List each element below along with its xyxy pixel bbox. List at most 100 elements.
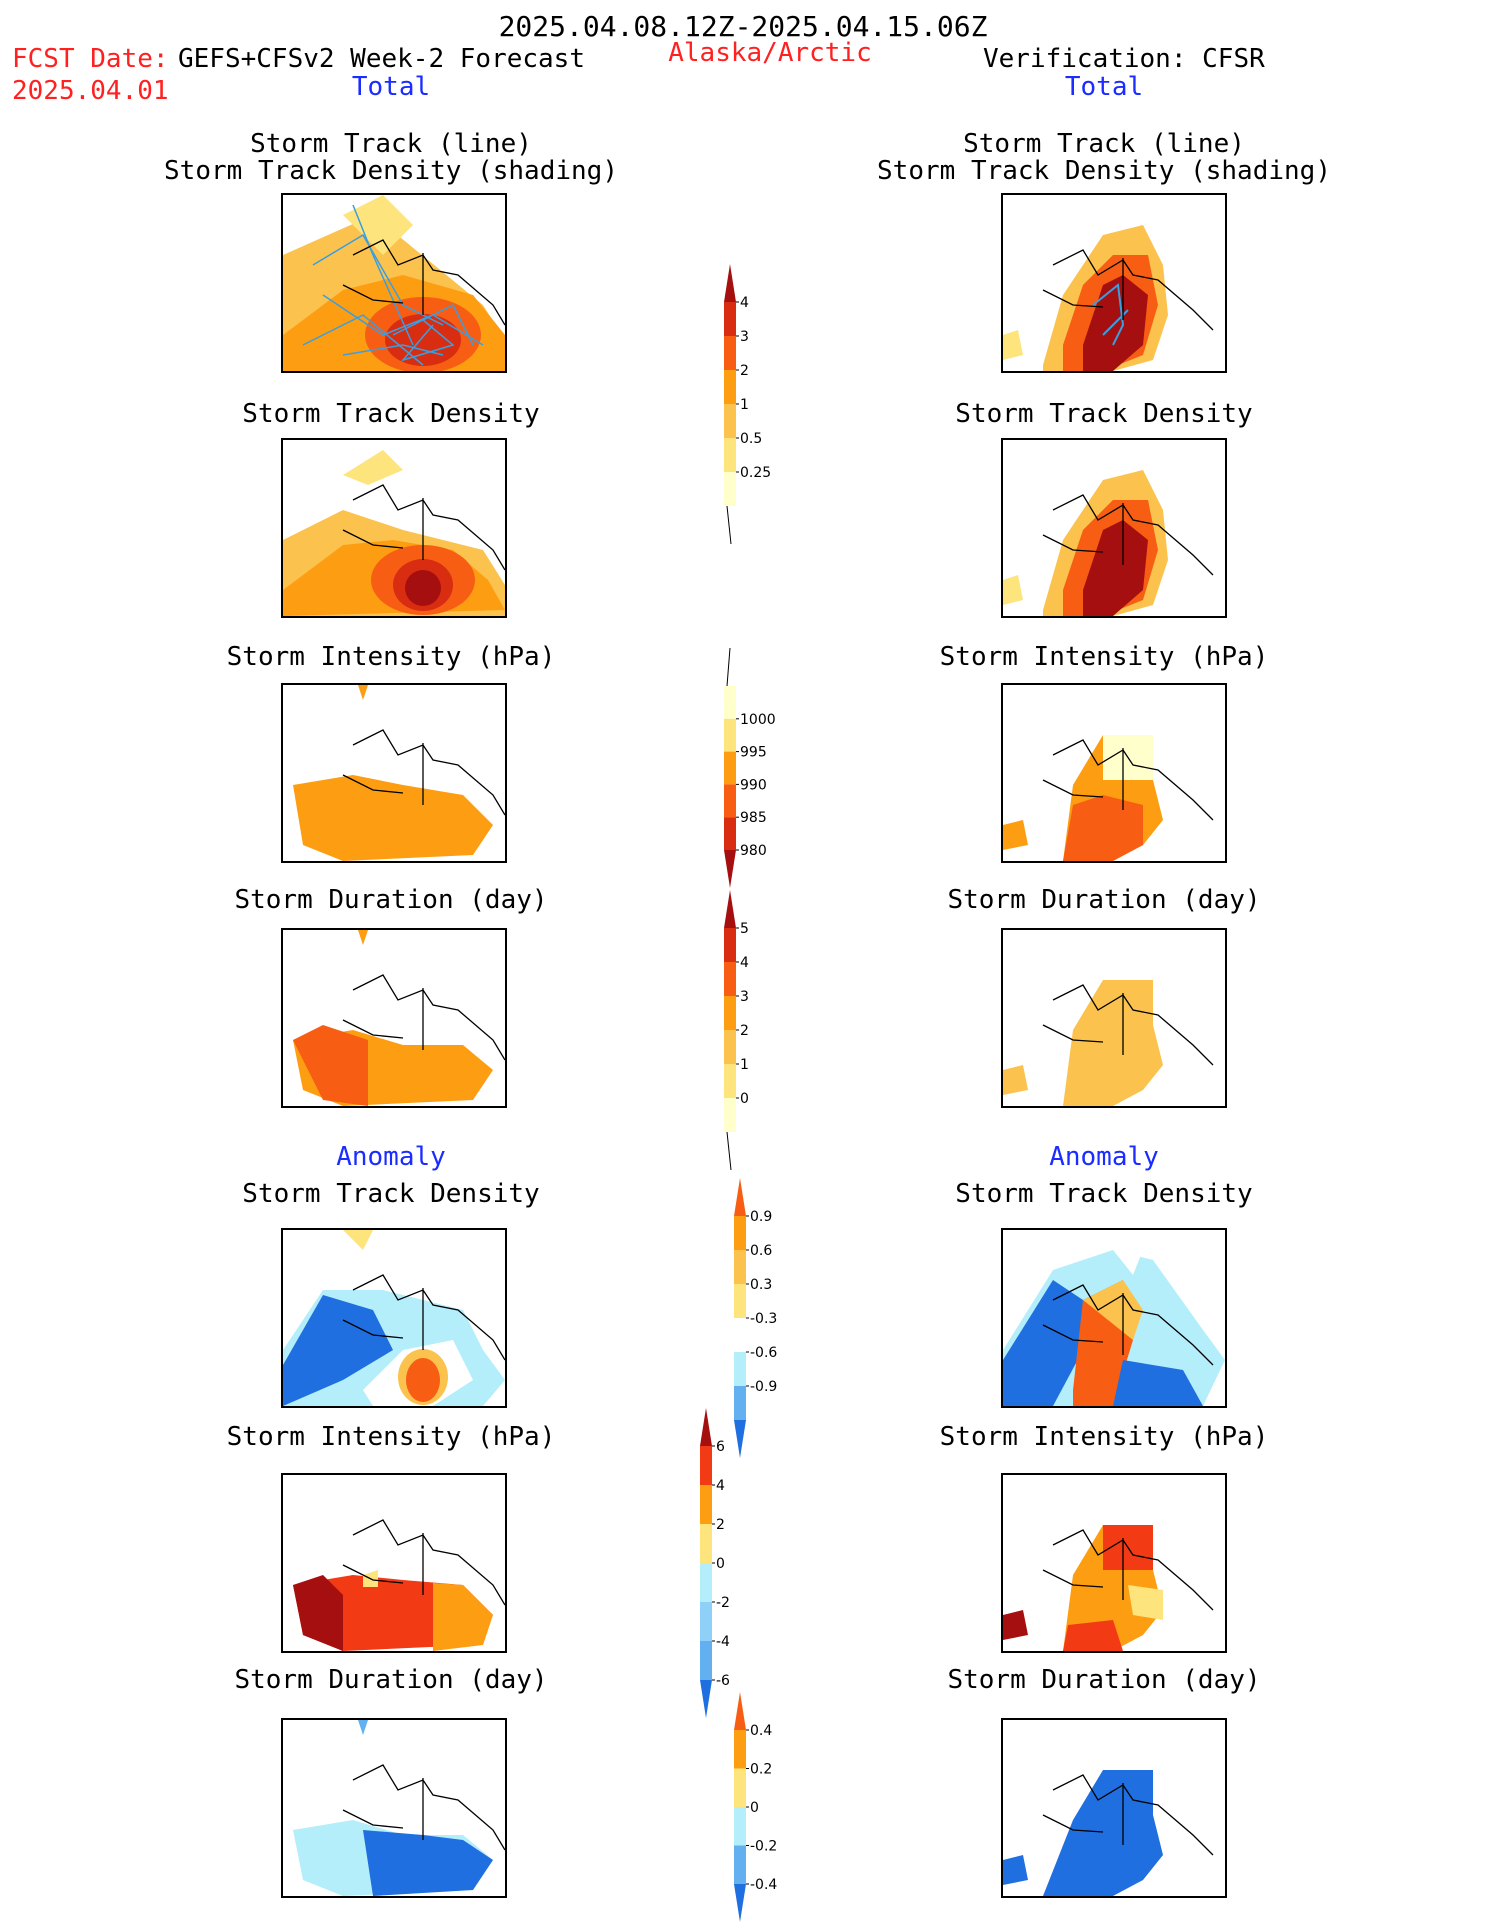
colorbar-tick-label: 3 (740, 989, 749, 1005)
left-title-density: Storm Track Density (242, 399, 540, 429)
colorbar-tick-label: 2 (740, 363, 749, 379)
colorbar-box (724, 370, 736, 404)
colorbar-tick-label: 6 (716, 1439, 725, 1455)
colorbar-box (724, 1098, 736, 1132)
verification-label: Verification: CFSR (983, 44, 1265, 74)
colorbar-bottom-arrow (734, 1884, 746, 1922)
colorbar-tick-label: 0.2 (750, 1762, 772, 1778)
map-left-duration (281, 928, 507, 1108)
colorbar-top-arrow (734, 1692, 746, 1730)
date-range-title: 2025.04.08.12Z-2025.04.15.06Z (498, 10, 988, 43)
colorbar-tick-label: 0 (740, 1091, 749, 1107)
colorbar-box (734, 1284, 746, 1318)
colorbar-box (700, 1602, 712, 1641)
colorbar-top-arrow (734, 1178, 746, 1216)
colorbar-tick-label: 0 (750, 1800, 759, 1816)
colorbar-top-arrow (724, 890, 736, 928)
colorbar-tick-label: 2 (740, 1023, 749, 1039)
map-left-intensity (281, 683, 507, 863)
map-left-intensity-anom (281, 1473, 507, 1653)
colorbar-box (724, 817, 736, 850)
colorbar-box (724, 962, 736, 996)
right-title-intensity: Storm Intensity (hPa) (939, 642, 1269, 672)
colorbar-box (724, 718, 736, 752)
colorbar-box (734, 1845, 746, 1884)
colorbar-box (734, 1250, 746, 1284)
colorbar-intensity: 1000 995 990 985 980 (724, 647, 814, 892)
map-right-duration (1001, 928, 1227, 1108)
colorbar-tick-label: 0.5 (740, 431, 762, 447)
colorbar-bottom-arrow (724, 850, 736, 888)
colorbar-tick-label: 0 (716, 1556, 725, 1572)
colorbar-tick-label: 985 (740, 810, 767, 826)
colorbar-tick-label: 995 (740, 745, 767, 761)
colorbar-tick-label: 4 (740, 955, 749, 971)
colorbar-tick-label: 5 (740, 921, 749, 937)
colorbar-tick-label: 990 (740, 777, 767, 793)
left-total-label: Total (351, 72, 431, 102)
map-right-density (1001, 438, 1227, 618)
colorbar-top-arrow (700, 1408, 712, 1446)
left-title-duration-anom: Storm Duration (day) (234, 1665, 548, 1695)
colorbar-bottom-line (726, 505, 732, 545)
colorbar-box (724, 438, 736, 472)
colorbar-tick-label: 0.25 (740, 465, 771, 481)
colorbar-tick-label: 0.9 (750, 1209, 772, 1225)
colorbar-box (724, 404, 736, 438)
colorbar-top-line (726, 647, 731, 687)
colorbar-box (724, 1064, 736, 1098)
right-title-density: Storm Track Density (955, 399, 1253, 429)
colorbar-box (724, 751, 736, 785)
colorbar-box (724, 1030, 736, 1064)
fcst-label: FCST Date: (12, 44, 169, 74)
map-left-track (281, 193, 507, 373)
colorbar-box (724, 784, 736, 818)
map-right-density-anom (1001, 1228, 1227, 1408)
colorbar-box (700, 1563, 712, 1602)
colorbar-tick-label: -0.2 (750, 1839, 777, 1855)
map-left-density (281, 438, 507, 618)
title-line-1: Storm Track (line) (963, 129, 1245, 159)
map-right-duration-anom (1001, 1718, 1227, 1898)
colorbar-tick-label: 4 (716, 1478, 725, 1494)
right-title-intensity-anom: Storm Intensity (hPa) (939, 1422, 1269, 1452)
left-title-track: Storm Track (line) Storm Track Density (… (164, 131, 618, 185)
colorbar-tick-label: 1 (740, 397, 749, 413)
colorbar-box (724, 302, 736, 336)
colorbar-box (734, 1730, 746, 1769)
colorbar-box (700, 1641, 712, 1680)
fcst-model: GEFS+CFSv2 Week-2 Forecast (178, 44, 585, 74)
colorbar-box (724, 928, 736, 962)
colorbar-tick-label: -0.6 (750, 1345, 777, 1361)
colorbar-density-anom: 0.9 0.6 0.3 -0.3 -0.6 -0.9 (734, 1178, 824, 1462)
colorbar-box (734, 1807, 746, 1846)
colorbar-top-arrow (724, 264, 736, 302)
map-left-density-anom (281, 1228, 507, 1408)
colorbar-tick-label: 980 (740, 843, 767, 859)
colorbar-tick-label: -0.9 (750, 1379, 777, 1395)
colorbar-box (724, 472, 736, 506)
left-anomaly-label: Anomaly (336, 1142, 446, 1172)
colorbar-bottom-arrow (734, 1420, 746, 1458)
colorbar-box (724, 686, 736, 719)
map-left-duration-anom (281, 1718, 507, 1898)
colorbar-density: 4 3 2 1 0.5 0.25 (724, 264, 814, 548)
colorbar-box (700, 1446, 712, 1485)
colorbar-tick-label: 1000 (740, 712, 776, 728)
right-anomaly-label: Anomaly (1049, 1142, 1159, 1172)
colorbar-box (734, 1216, 746, 1250)
colorbar-tick-label: -2 (716, 1595, 730, 1611)
map-right-intensity-anom (1001, 1473, 1227, 1653)
colorbar-box (700, 1524, 712, 1563)
left-title-density-anom: Storm Track Density (242, 1179, 540, 1209)
colorbar-tick-label: 2 (716, 1517, 725, 1533)
fcst-date: 2025.04.01 (12, 76, 169, 106)
title-line-2: Storm Track Density (shading) (877, 156, 1331, 186)
colorbar-duration: 5 4 3 2 1 0 (724, 890, 814, 1174)
map-right-track (1001, 193, 1227, 373)
colorbar-tick-label: 4 (740, 295, 749, 311)
colorbar-tick-label: 1 (740, 1057, 749, 1073)
title-line-2: Storm Track Density (shading) (164, 156, 618, 186)
colorbar-bottom-line (726, 1131, 732, 1171)
colorbar-tick-label: -0.3 (750, 1311, 777, 1327)
